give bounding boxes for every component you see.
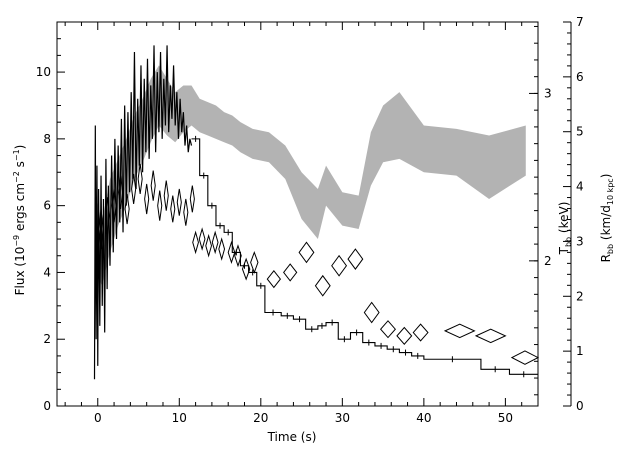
radius-diamond-marker xyxy=(314,274,331,297)
x-tick-label: 10 xyxy=(172,411,187,425)
y-right-radius-label: Rbb (km/d10 kpc) xyxy=(599,174,615,263)
y-temp-tick-label: 2 xyxy=(544,254,552,268)
radius-diamond-marker xyxy=(198,227,206,251)
y-left-tick-label: 2 xyxy=(43,332,51,346)
radius-diamond-marker xyxy=(412,323,429,342)
y-radius-tick-label: 7 xyxy=(576,15,584,29)
radius-diamond-marker xyxy=(131,173,137,205)
radius-diamond-marker xyxy=(363,301,380,324)
radius-diamond-marker xyxy=(347,248,364,270)
radius-diamond-marker xyxy=(118,175,124,210)
x-axis-label: Time (s) xyxy=(267,430,317,444)
radius-diamond-marker xyxy=(163,180,169,211)
radius-diamond-marker xyxy=(474,328,507,344)
radius-diamond-marker xyxy=(98,208,104,250)
radius-diamond-marker xyxy=(170,195,176,223)
radius-diamond-marker xyxy=(205,233,213,258)
radius-diamond-marker xyxy=(192,230,199,255)
y-left-axis-label: Flux (10−9 ergs cm−2 s−1) xyxy=(12,145,27,296)
radius-diamond-marker xyxy=(234,244,242,268)
radius-diamond-marker xyxy=(124,193,130,225)
y-temp-tick-label: 3 xyxy=(544,86,552,100)
radius-diamond-marker xyxy=(298,241,315,264)
radius-diamond-marker xyxy=(157,190,163,221)
y-radius-tick-label: 2 xyxy=(576,289,584,303)
radius-diamond-marker xyxy=(218,237,226,261)
radius-diamond-marker xyxy=(111,188,117,223)
radius-diamond-marker xyxy=(241,257,251,281)
radius-diamond-marker xyxy=(211,230,219,255)
radius-diamond-marker xyxy=(183,198,189,226)
radius-diamond-marker xyxy=(189,185,195,213)
radius-diamond-marker xyxy=(150,170,156,201)
radius-diamond-marker xyxy=(396,326,413,345)
radius-diamond-marker xyxy=(331,254,348,277)
y-radius-tick-label: 4 xyxy=(576,180,584,194)
x-tick-label: 20 xyxy=(253,411,268,425)
radius-diamond-marker xyxy=(283,263,298,282)
radius-diamond-marker xyxy=(227,240,236,265)
radius-diamond-marker xyxy=(105,197,111,235)
radius-diamond-series xyxy=(98,163,540,365)
y-left-tick-label: 4 xyxy=(43,265,51,279)
x-tick-label: 30 xyxy=(335,411,350,425)
radius-diamond-marker xyxy=(137,163,143,195)
y-left-tick-label: 0 xyxy=(43,399,51,413)
radius-diamond-marker xyxy=(266,269,282,289)
y-radius-tick-label: 3 xyxy=(576,234,584,248)
x-tick-label: 50 xyxy=(498,411,513,425)
radius-diamond-marker xyxy=(176,188,182,216)
radius-diamond-marker xyxy=(510,350,540,365)
y-radius-tick-label: 6 xyxy=(576,70,584,84)
radius-diamond-marker xyxy=(443,323,476,339)
radius-diamond-marker xyxy=(144,183,150,215)
temperature-band-series xyxy=(94,65,526,286)
temperature-band xyxy=(94,65,526,286)
y-right-temperature-label: Tbb (keV) xyxy=(557,202,573,256)
x-tick-label: 0 xyxy=(94,411,102,425)
plot-frame xyxy=(56,21,539,407)
x-tick-label: 40 xyxy=(416,411,431,425)
y-left-tick-label: 6 xyxy=(43,199,51,213)
radius-diamond-marker xyxy=(250,250,259,274)
y-radius-tick-label: 1 xyxy=(576,344,584,358)
y-radius-tick-label: 5 xyxy=(576,125,584,139)
radius-diamond-marker xyxy=(379,320,396,339)
y-radius-tick-label: 0 xyxy=(576,399,584,413)
y-left-tick-label: 10 xyxy=(36,65,51,79)
y-left-tick-label: 8 xyxy=(43,132,51,146)
